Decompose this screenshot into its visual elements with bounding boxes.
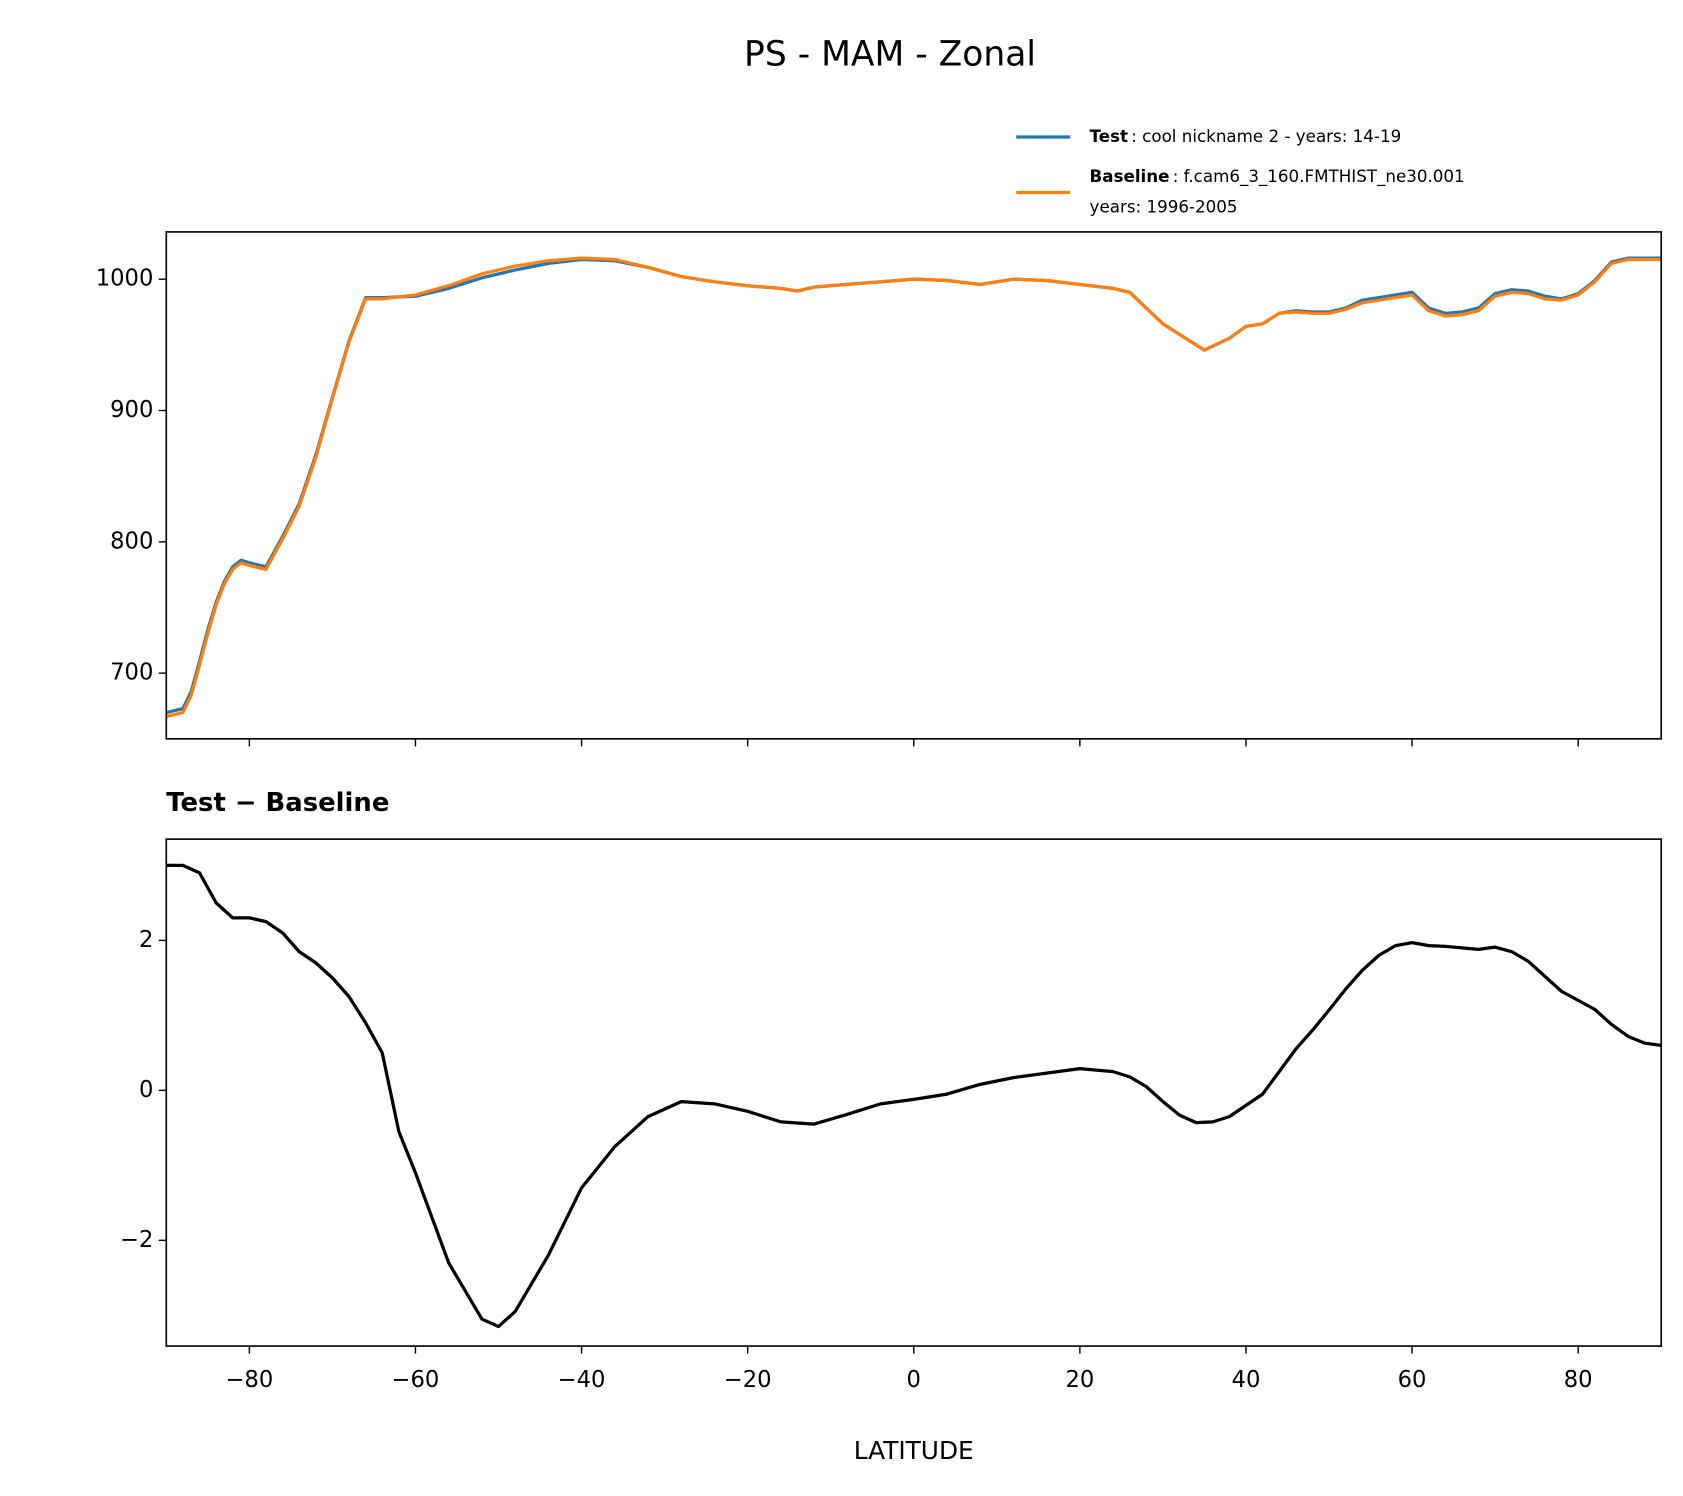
axes-title: Test − Baseline (166, 788, 389, 818)
axes-frame (165, 838, 1663, 1347)
x-tick-label: 40 (1232, 1367, 1261, 1393)
x-tick-label: 20 (1065, 1367, 1094, 1393)
x-tick-label: −40 (558, 1367, 606, 1393)
x-tick-label: −20 (724, 1367, 772, 1393)
legend-text: : f.cam6_3_160.FMTHIST_ne30.001 (1173, 165, 1465, 186)
y-tick-label: 700 (110, 660, 153, 686)
legend-name: Baseline (1090, 165, 1170, 185)
x-tick-label: −60 (392, 1367, 440, 1393)
data-line (166, 863, 1662, 1329)
data-line (166, 256, 1662, 719)
figure-title: PS - MAM - Zonal (744, 35, 1036, 75)
x-tick-label: −80 (225, 1367, 273, 1393)
x-tick-label: 80 (1564, 1367, 1593, 1393)
x-tick-label: 0 (907, 1367, 921, 1393)
y-tick-label: 2 (139, 927, 153, 953)
legend-label: Test: cool nickname 2 - years: 14-19 (1090, 125, 1402, 145)
y-tick-label: 1000 (96, 266, 154, 292)
y-tick-label: 900 (110, 397, 153, 423)
x-axis-label: LATITUDE (854, 1436, 974, 1465)
legend-label: years: 1996-2005 (1090, 197, 1238, 217)
legend-name: Test (1090, 125, 1128, 145)
x-tick-label: 60 (1398, 1367, 1427, 1393)
data-line (166, 256, 1662, 715)
y-tick-label: 800 (110, 528, 153, 554)
legend-label: Baseline: f.cam6_3_160.FMTHIST_ne30.001 (1090, 165, 1465, 186)
y-tick-label: 0 (139, 1077, 153, 1103)
axes-frame (165, 231, 1663, 740)
y-tick-label: −2 (120, 1227, 153, 1253)
legend-text: : cool nickname 2 - years: 14-19 (1131, 125, 1401, 145)
